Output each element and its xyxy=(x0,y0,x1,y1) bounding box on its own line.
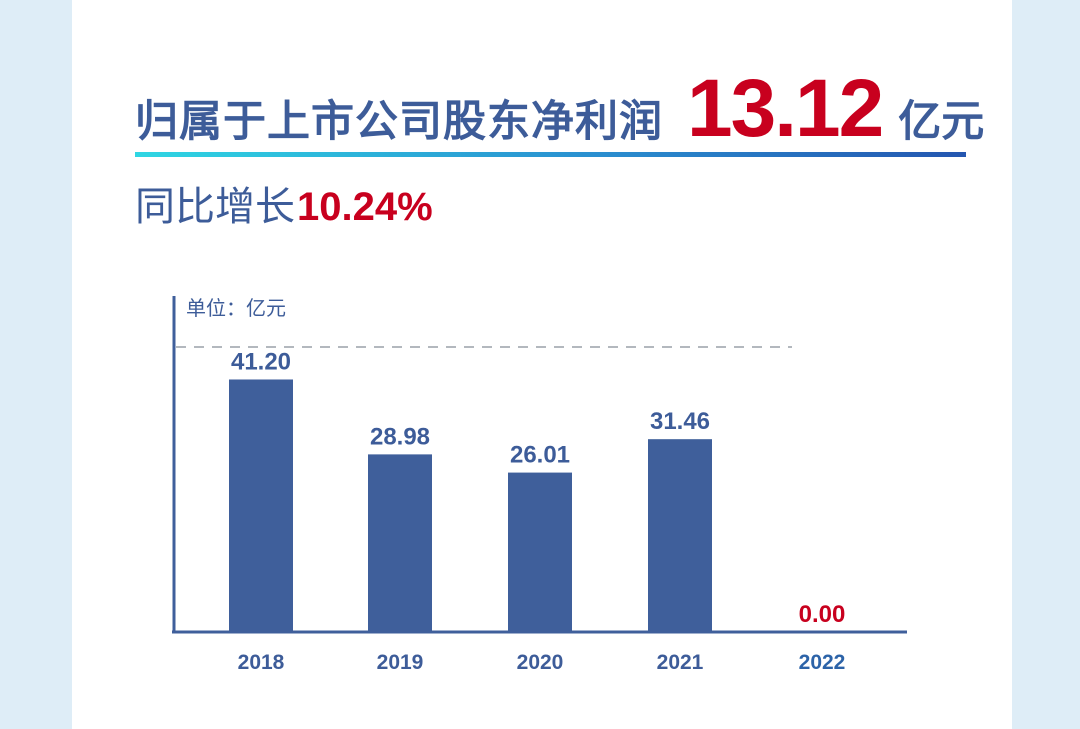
x-tick-label-2021: 2021 xyxy=(657,651,704,674)
x-tick-label-2022: 2022 xyxy=(799,651,846,674)
value-label-2019: 28.98 xyxy=(370,423,430,450)
headline-divider xyxy=(135,152,966,157)
headline-value: 13.12 xyxy=(687,63,884,154)
growth-label: 同比增长 xyxy=(135,184,295,230)
value-label-2021: 31.46 xyxy=(650,408,710,435)
bar-2021 xyxy=(648,439,712,632)
growth-value: 10.24% xyxy=(297,185,433,229)
bar-2020 xyxy=(508,472,572,632)
x-tick-label-2020: 2020 xyxy=(517,651,564,674)
x-tick-label-2018: 2018 xyxy=(238,651,285,674)
growth-line: 同比增长 10.24% xyxy=(135,174,433,232)
value-label-2022: 0.00 xyxy=(799,601,846,628)
unit-label: 单位：亿元 xyxy=(186,296,286,320)
headline-label: 归属于上市公司股东净利润 xyxy=(135,97,663,147)
x-tick-label-2019: 2019 xyxy=(377,651,424,674)
bar-2018 xyxy=(229,379,293,632)
value-label-2020: 26.01 xyxy=(510,442,570,469)
headline-unit: 亿元 xyxy=(898,97,985,147)
bar-2019 xyxy=(368,454,432,632)
value-label-2018: 41.20 xyxy=(231,348,291,375)
headline: 归属于上市公司股东净利润 13.12 亿元 xyxy=(135,62,984,154)
